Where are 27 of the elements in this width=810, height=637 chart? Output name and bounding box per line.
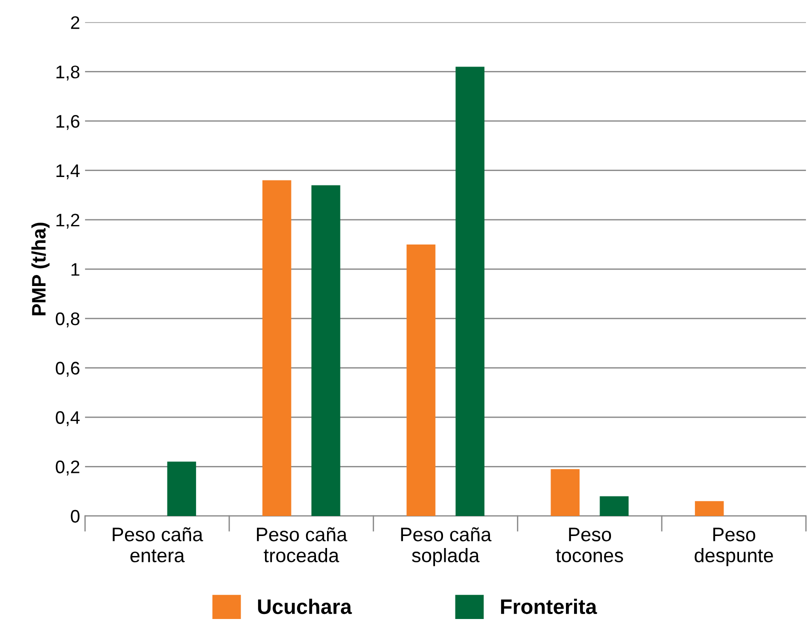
bar bbox=[311, 185, 340, 516]
bar bbox=[262, 180, 292, 516]
x-tick-label: Peso caña soplada bbox=[401, 527, 492, 566]
bar bbox=[167, 462, 196, 516]
y-tick-label: 1,4 bbox=[56, 164, 80, 180]
y-tick-label: 2 bbox=[71, 16, 80, 29]
y-tick-label: 1,2 bbox=[56, 214, 80, 229]
y-tick-label: 1 bbox=[72, 263, 80, 276]
bar bbox=[550, 469, 580, 516]
y-tick-label: 0,4 bbox=[56, 411, 80, 426]
y-tick-label: 1,6 bbox=[56, 114, 80, 130]
y-tick-label: 0,6 bbox=[56, 362, 80, 377]
y-tick-label: 0 bbox=[70, 510, 80, 523]
x-tick-label: Peso tocones bbox=[556, 528, 624, 562]
legend-label: Fronterita bbox=[501, 598, 598, 614]
y-tick-label: 1,8 bbox=[56, 66, 80, 81]
bar bbox=[600, 496, 629, 516]
x-tick-label: Peso caña entera bbox=[112, 527, 204, 562]
bar bbox=[694, 501, 724, 516]
bar bbox=[456, 66, 484, 516]
x-tick-label: Peso despunte bbox=[694, 528, 774, 566]
bar bbox=[406, 244, 436, 516]
x-tick-label: Peso caña troceada bbox=[256, 527, 348, 562]
y-axis-title: PMP (t/ha) bbox=[31, 222, 50, 316]
legend-label: Ucuchara bbox=[258, 598, 352, 614]
y-tick-label: 0,8 bbox=[56, 312, 80, 328]
y-tick-label: 0,2 bbox=[56, 460, 80, 476]
